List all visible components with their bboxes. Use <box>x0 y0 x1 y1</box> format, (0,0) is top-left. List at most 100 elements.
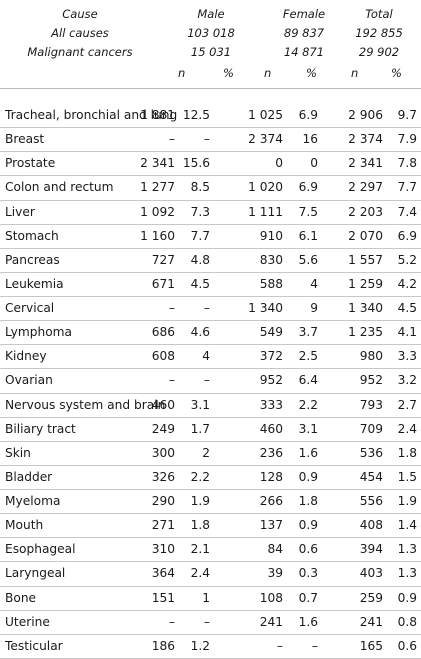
table-row: Laryngeal 364 2.4 39 0.3 403 1.3 <box>0 562 421 587</box>
table-row: Ovarian – – 952 6.4 952 3.2 <box>0 369 421 394</box>
male-pct-cell: 4 <box>202 349 210 364</box>
total-n-cell: 241 <box>359 614 383 629</box>
female-n-cell: 236 <box>259 445 283 460</box>
row-divider <box>0 199 421 201</box>
row-divider <box>0 296 421 297</box>
cause-cell: Cervical <box>5 301 55 315</box>
row-divider <box>0 392 421 394</box>
cause-cell: Colon and rectum <box>5 180 114 195</box>
cause-cell: Breast <box>5 132 45 147</box>
total-pct-cell: 1.8 <box>397 445 417 460</box>
total-pct-cell: 4.5 <box>397 301 417 315</box>
male-n-cell: 271 <box>151 518 175 533</box>
female-pct-cell: 1.6 <box>298 445 318 460</box>
male-n-cell: 249 <box>151 421 175 436</box>
male-all-causes-value: 103 018 <box>187 26 235 40</box>
table-row: Liver 1 092 7.3 1 111 7.5 2 203 7.4 <box>0 201 421 225</box>
male-malignant-value: 15 031 <box>190 45 232 59</box>
female-n-header: n <box>264 66 272 80</box>
male-n-cell: 671 <box>151 276 175 291</box>
header-divider <box>0 88 421 89</box>
female-pct-header: % <box>306 66 317 80</box>
table-row: Lymphoma 686 4.6 549 3.7 1 235 4.1 <box>0 321 421 346</box>
total-n-header: n <box>351 66 359 80</box>
female-pct-cell: 4 <box>310 276 318 291</box>
male-n-cell: 1 092 <box>140 204 175 219</box>
total-n-cell: 709 <box>359 421 383 436</box>
table-row: Nervous system and brain 460 3.1 333 2.2 793 2… <box>0 394 421 418</box>
row-divider <box>0 537 421 539</box>
cause-cell: Lymphoma <box>5 325 73 340</box>
male-pct-cell: 2 <box>202 445 210 460</box>
female-n-cell: – <box>276 638 283 653</box>
cause-cell: Liver <box>5 204 35 219</box>
total-n-cell: 1 259 <box>348 276 383 291</box>
total-n-cell: 394 <box>359 542 383 557</box>
header-row-malignant: Malignant cancers 15 031 14 871 29 902 <box>0 45 421 65</box>
male-n-cell: – <box>168 614 175 629</box>
total-pct-header: % <box>391 66 402 80</box>
row-divider <box>0 633 421 635</box>
female-pct-cell: 3.7 <box>298 325 318 340</box>
female-n-cell: 137 <box>259 518 283 533</box>
female-n-cell: 266 <box>259 494 283 508</box>
table-row: Myeloma 290 1.9 266 1.8 556 1.9 <box>0 490 421 515</box>
male-n-cell: 1 881 <box>140 108 175 122</box>
table-row: Prostate 2 341 15.6 0 0 2 341 7.8 <box>0 152 421 177</box>
table-body: Tracheal, bronchial and lung 1 881 12.5 1 0… <box>0 104 421 659</box>
total-n-cell: 2 906 <box>348 108 383 122</box>
total-pct-cell: 0.6 <box>397 638 417 653</box>
male-pct-cell: 7.3 <box>190 204 210 219</box>
row-divider <box>0 175 421 177</box>
cause-cell: Bladder <box>5 469 53 484</box>
total-pct-cell: 3.3 <box>397 349 417 364</box>
male-n-cell: 364 <box>151 566 175 581</box>
male-pct-cell: 2.2 <box>190 469 210 484</box>
total-pct-cell: 1.9 <box>397 494 417 508</box>
total-n-cell: 556 <box>359 494 383 508</box>
male-pct-cell: 1 <box>202 590 210 605</box>
cause-cell: Biliary tract <box>5 421 76 436</box>
row-divider <box>0 127 421 129</box>
male-n-cell: – <box>168 373 175 388</box>
male-n-cell: 310 <box>151 542 175 557</box>
female-pct-cell: – <box>311 638 318 653</box>
female-pct-cell: 0.6 <box>298 542 318 557</box>
table-row: Pancreas 727 4.8 830 5.6 1 557 5.2 <box>0 249 421 273</box>
female-n-cell: 0 <box>275 156 283 171</box>
female-pct-cell: 16 <box>302 132 318 147</box>
table-row: Biliary tract 249 1.7 460 3.1 709 2.4 <box>0 418 421 442</box>
cause-cell: Mouth <box>5 518 44 533</box>
male-pct-cell: 7.7 <box>190 228 210 243</box>
row-divider <box>0 416 421 418</box>
male-n-cell: 326 <box>151 469 175 484</box>
female-n-cell: 1 025 <box>248 108 283 122</box>
male-pct-cell: – <box>203 301 210 315</box>
total-pct-cell: 7.8 <box>397 156 417 171</box>
cause-cell: Tracheal, bronchial and lung <box>5 108 178 122</box>
total-n-cell: 536 <box>359 445 383 460</box>
female-pct-cell: 1.6 <box>298 614 318 629</box>
table-row: Cervical – – 1 340 9 1 340 4.5 <box>0 297 421 322</box>
male-n-cell: 2 341 <box>140 156 175 171</box>
total-pct-cell: 4.2 <box>397 276 417 291</box>
female-pct-cell: 0.7 <box>298 590 318 605</box>
male-n-cell: 460 <box>151 397 175 412</box>
female-n-cell: 333 <box>259 397 283 412</box>
male-n-cell: 290 <box>151 494 175 508</box>
cause-cell: Esophageal <box>5 542 76 557</box>
female-n-cell: 128 <box>259 469 283 484</box>
male-pct-cell: 2.4 <box>190 566 210 581</box>
female-n-cell: 108 <box>259 590 283 605</box>
row-divider <box>0 151 421 153</box>
male-pct-cell: 2.1 <box>190 542 210 557</box>
header-row-groups: Cause Male Female Total <box>0 7 421 27</box>
total-pct-cell: 2.4 <box>397 421 417 436</box>
row-divider <box>0 368 421 370</box>
female-n-cell: 910 <box>259 228 283 243</box>
total-pct-cell: 1.5 <box>397 469 417 484</box>
malignant-cancers-label: Malignant cancers <box>27 45 133 59</box>
cause-cell: Pancreas <box>5 252 60 267</box>
row-divider <box>0 320 421 322</box>
total-n-cell: 980 <box>359 349 383 364</box>
